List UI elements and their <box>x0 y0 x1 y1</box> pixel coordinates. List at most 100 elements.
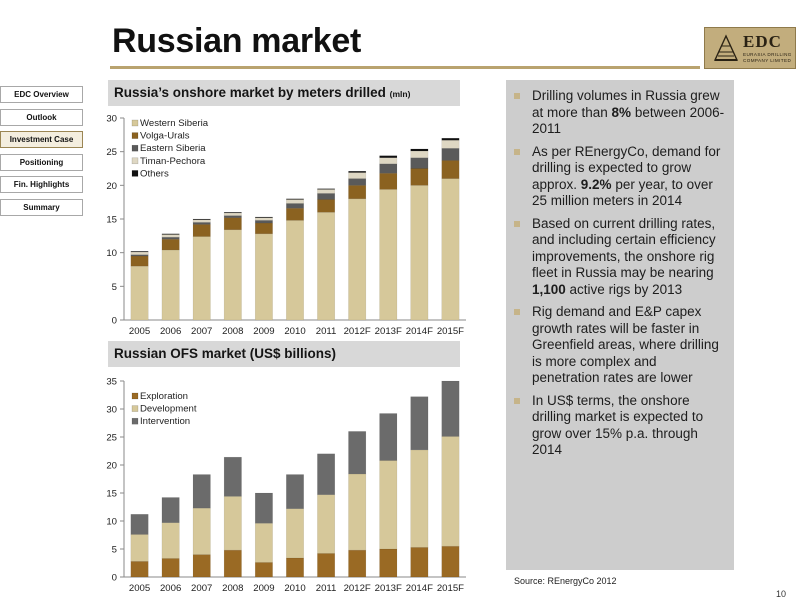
x-tick-label: 2005 <box>129 326 150 337</box>
bullet-text: active rigs by 2013 <box>565 281 683 297</box>
legend-label: Eastern Siberia <box>140 143 206 154</box>
top-chart-title: Russia’s onshore market by meters drille… <box>108 80 460 106</box>
bar-intervention-2006 <box>161 497 180 523</box>
y-tick-label: 20 <box>106 181 117 192</box>
top-chart-title-main: Russia’s onshore market by meters drille… <box>114 85 386 100</box>
bar-exploration-2010 <box>286 557 304 578</box>
legend-label: Western Siberia <box>140 118 209 129</box>
bullet-highlight: 8% <box>611 104 632 120</box>
bar-intervention-2005 <box>130 514 149 535</box>
legend-swatch <box>131 417 139 425</box>
legend-label: Development <box>140 404 197 415</box>
bullet-text: Drilling volumes in Russia grew at more … <box>532 88 720 120</box>
bar-others-2006 <box>161 233 180 235</box>
nav-edc-overview[interactable]: EDC Overview <box>0 86 83 103</box>
y-tick-label: 20 <box>106 461 117 472</box>
bar-development-2005 <box>130 534 149 562</box>
legend-label: Exploration <box>140 391 188 402</box>
x-tick-label: 2010 <box>284 326 305 337</box>
legend-swatch <box>131 157 139 165</box>
bar-exploration-2011 <box>317 553 336 578</box>
bar-development-2012f <box>348 473 367 551</box>
bar-exploration-2014f <box>410 547 429 578</box>
y-tick-label: 15 <box>106 215 117 226</box>
x-tick-label: 2005 <box>129 583 150 594</box>
bar-others-2015f <box>441 137 460 141</box>
x-tick-label: 2009 <box>253 326 274 337</box>
y-tick-label: 10 <box>106 517 117 528</box>
nav-summary[interactable]: Summary <box>0 198 83 216</box>
bullet-square-icon <box>514 220 520 227</box>
bullet-text: Rig demand and E&P capex growth rates wi… <box>532 304 719 385</box>
legend-swatch <box>131 170 139 177</box>
bar-others-2009 <box>254 216 273 218</box>
y-tick-label: 10 <box>106 248 117 259</box>
nav-outlook[interactable]: Outlook <box>0 108 83 126</box>
bullet-item: Based on current drilling rates, and inc… <box>514 216 726 299</box>
commentary-panel: Drilling volumes in Russia grew at more … <box>506 80 734 570</box>
legend-label: Others <box>140 168 169 179</box>
y-tick-label: 5 <box>112 545 117 556</box>
bar-exploration-2013f <box>379 548 398 578</box>
ofs-market-chart: 0 5 10 15 20 25 30 35 2005 2006 2007 2008 2009 2010 20… <box>106 377 466 594</box>
x-tick-label: 2012F <box>344 583 371 594</box>
x-tick-label: 2014F <box>406 326 433 337</box>
bar-development-2010 <box>286 508 304 559</box>
bar-intervention-2015f <box>441 380 460 437</box>
y-tick-label: 0 <box>112 316 117 327</box>
bar-exploration-2015f <box>441 545 460 578</box>
y-tick-label: 15 <box>106 489 117 500</box>
x-tick-label: 2015F <box>437 583 464 594</box>
bullet-item: As per REnergyCo, demand for drilling is… <box>514 144 726 210</box>
commentary-bullets: Drilling volumes in Russia grew at more … <box>514 88 726 465</box>
x-tick-label: 2014F <box>406 583 433 594</box>
y-tick-label: 25 <box>106 147 117 158</box>
x-tick-label: 2006 <box>160 326 181 337</box>
bullet-item: In US$ terms, the onshore drilling marke… <box>514 393 726 459</box>
bullet-square-icon <box>514 309 520 315</box>
legend-swatch <box>131 392 139 400</box>
bar-western-siberia-2012f <box>348 198 367 321</box>
bar-development-2007 <box>192 507 211 555</box>
top-chart-title-unit: (mln) <box>389 89 411 99</box>
page-number: 10 <box>776 589 787 599</box>
nav-positioning[interactable]: Positioning <box>0 153 83 171</box>
bar-intervention-2009 <box>254 492 273 524</box>
x-tick-label: 2006 <box>160 583 181 594</box>
logo-text: EDC <box>743 32 782 51</box>
bullet-highlight: 1,100 <box>532 281 566 297</box>
bar-others-2014f <box>410 148 429 152</box>
x-tick-label: 2012F <box>344 326 371 337</box>
bar-exploration-2007 <box>192 554 211 578</box>
x-tick-label: 2011 <box>316 326 337 337</box>
derrick-icon <box>713 34 739 61</box>
bar-others-2011 <box>317 188 336 190</box>
nav-fin-highlights[interactable]: Fin. Highlights <box>0 176 83 193</box>
source-note: Source: REnergyCo 2012 <box>514 576 617 586</box>
legend-swatch <box>131 144 139 152</box>
bar-others-2010 <box>286 198 304 200</box>
bar-development-2006 <box>161 522 180 559</box>
y-tick-label: 30 <box>106 405 117 416</box>
bullet-text: between 2006-2011 <box>532 104 725 137</box>
bar-eastern-siberia-2012f <box>348 178 367 186</box>
title-underline <box>110 66 700 69</box>
y-tick-label: 25 <box>106 433 117 444</box>
bar-intervention-2013f <box>379 413 398 461</box>
section-nav: EDC Overview Outlook Investment Case Positi… <box>0 86 83 221</box>
nav-investment-case[interactable]: Investment Case <box>0 131 83 148</box>
y-tick-label: 5 <box>112 282 117 293</box>
x-tick-label: 2011 <box>316 583 337 594</box>
bar-exploration-2006 <box>161 558 180 578</box>
x-tick-label: 2008 <box>222 326 243 337</box>
legend-swatch <box>131 119 139 127</box>
bullet-text: As per REnergyCo, demand for drilling is… <box>532 143 721 192</box>
bullet-text: In US$ terms, the onshore drilling marke… <box>532 392 704 458</box>
bar-development-2008 <box>223 496 242 551</box>
legend-label: Timan-Pechora <box>140 156 206 167</box>
bar-others-2007 <box>192 218 211 220</box>
y-tick-label: 35 <box>106 377 117 388</box>
bullet-square-icon <box>514 148 520 155</box>
bar-others-2013f <box>379 155 398 158</box>
x-tick-label: 2010 <box>284 583 305 594</box>
